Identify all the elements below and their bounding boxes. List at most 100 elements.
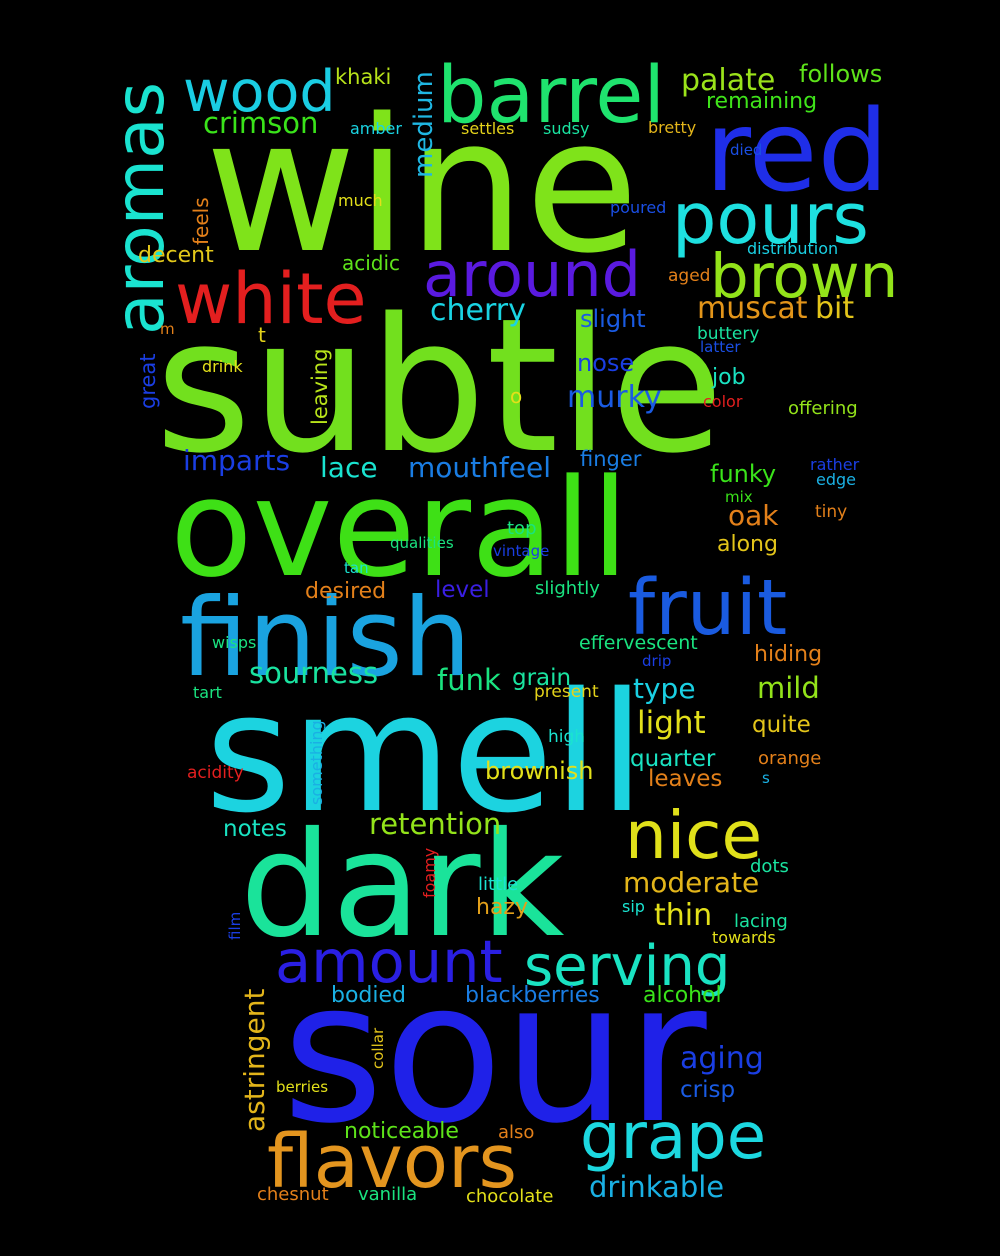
word-noticeable: noticeable [344, 1119, 459, 1144]
word-berries: berries [276, 1078, 328, 1096]
word-drinkable: drinkable [589, 1170, 724, 1204]
word-moderate: moderate [623, 866, 759, 899]
word-desired: desired [305, 579, 386, 604]
word-also: also [498, 1122, 534, 1143]
word-crimson: crimson [203, 106, 318, 140]
word-funky: funky [710, 460, 776, 488]
word-vintage: vintage [493, 542, 549, 560]
word-finish: finish [180, 576, 471, 701]
word-quite: quite [752, 712, 811, 738]
word-m: m [160, 320, 175, 338]
word-great: great [136, 353, 160, 409]
word-wood: wood [183, 59, 336, 125]
word-dark: dark [240, 801, 565, 970]
word-film: film [226, 912, 244, 940]
word-astringent: astringent [238, 988, 271, 1132]
word-offering: offering [788, 398, 858, 419]
word-poured: poured [610, 198, 666, 217]
word-mild: mild [757, 671, 820, 705]
word-flavors: flavors [267, 1119, 517, 1205]
word-color: color [703, 392, 743, 411]
word-edge: edge [816, 470, 856, 489]
word-remaining: remaining [706, 89, 817, 114]
word-s: s [762, 769, 770, 787]
word-decent: decent [138, 243, 214, 268]
word-nice: nice [625, 797, 762, 874]
word-something: something [307, 720, 326, 805]
word-type: type [633, 672, 696, 705]
word-fruit: fruit [628, 564, 787, 653]
word-aged: aged [668, 266, 710, 286]
word-high: high [548, 727, 585, 747]
word-collar: collar [369, 1027, 387, 1069]
word-acidic: acidic [342, 251, 400, 275]
word-drink: drink [202, 357, 243, 376]
word-muscat: muscat [697, 291, 808, 326]
word-white: white [175, 258, 367, 340]
word-around: around [423, 238, 641, 311]
word-slight: slight [580, 305, 646, 333]
word-wisps: wisps [212, 633, 256, 652]
word-effervescent: effervescent [579, 632, 698, 654]
word-brown: brown [710, 241, 898, 312]
word-aging: aging [680, 1041, 764, 1076]
word-serving: serving [524, 934, 730, 999]
word-bodied: bodied [331, 983, 406, 1008]
word-chesnut: chesnut [257, 1184, 329, 1205]
word-mouthfeel: mouthfeel [408, 451, 551, 484]
word-top: top [507, 518, 537, 539]
word-latter: latter [700, 338, 741, 356]
word-hiding: hiding [754, 642, 822, 667]
word-job: job [711, 365, 746, 390]
word-blackberries: blackberries [465, 983, 600, 1008]
word-khaki: khaki [335, 65, 391, 89]
word-sour: sour [282, 939, 707, 1166]
word-leaves: leaves [648, 766, 722, 792]
word-tan: tan [344, 559, 369, 577]
word-bit: bit [815, 291, 854, 326]
word-alcohol: alcohol [643, 983, 722, 1008]
word-medium: medium [409, 71, 439, 178]
word-lacing: lacing [734, 911, 788, 932]
word-sudsy: sudsy [543, 119, 589, 138]
word-thin: thin [654, 898, 712, 933]
word-follows: follows [799, 60, 882, 88]
word-foamy: foamy [420, 848, 439, 898]
word-t: t [258, 323, 266, 347]
word-pours: pours [672, 178, 869, 260]
word-grain: grain [512, 665, 571, 691]
word-leaving: leaving [308, 348, 332, 425]
word-quarter: quarter [630, 746, 716, 772]
word-chocolate: chocolate [466, 1186, 553, 1207]
word-sourness: sourness [249, 656, 378, 690]
word-red: red [705, 87, 889, 217]
word-died: died [730, 141, 762, 159]
word-little: little [478, 874, 518, 895]
word-nose: nose [577, 349, 634, 377]
word-lace: lace [320, 451, 378, 484]
word-much: much [338, 191, 383, 210]
word-grape: grape [580, 1100, 766, 1174]
word-finger: finger [580, 447, 642, 471]
word-retention: retention [369, 807, 501, 841]
word-tiny: tiny [815, 502, 847, 522]
word-subtle: subtle [155, 278, 724, 494]
word-mix: mix [725, 488, 753, 506]
word-o: o [510, 384, 522, 408]
word-orange: orange [758, 748, 821, 769]
word-bretty: bretty [648, 118, 696, 137]
word-present: present [534, 682, 599, 702]
word-along: along [717, 532, 778, 557]
word-smell: smell [205, 657, 645, 849]
word-funk: funk [437, 663, 501, 697]
word-dots: dots [750, 856, 789, 877]
word-murky: murky [567, 380, 662, 415]
word-qualities: qualities [390, 534, 454, 552]
word-settles: settles [461, 119, 514, 138]
word-brownish: brownish [485, 757, 593, 785]
word-drip: drip [642, 652, 671, 670]
word-imparts: imparts [183, 444, 290, 477]
word-notes: notes [223, 816, 287, 842]
word-vanilla: vanilla [358, 1184, 417, 1205]
